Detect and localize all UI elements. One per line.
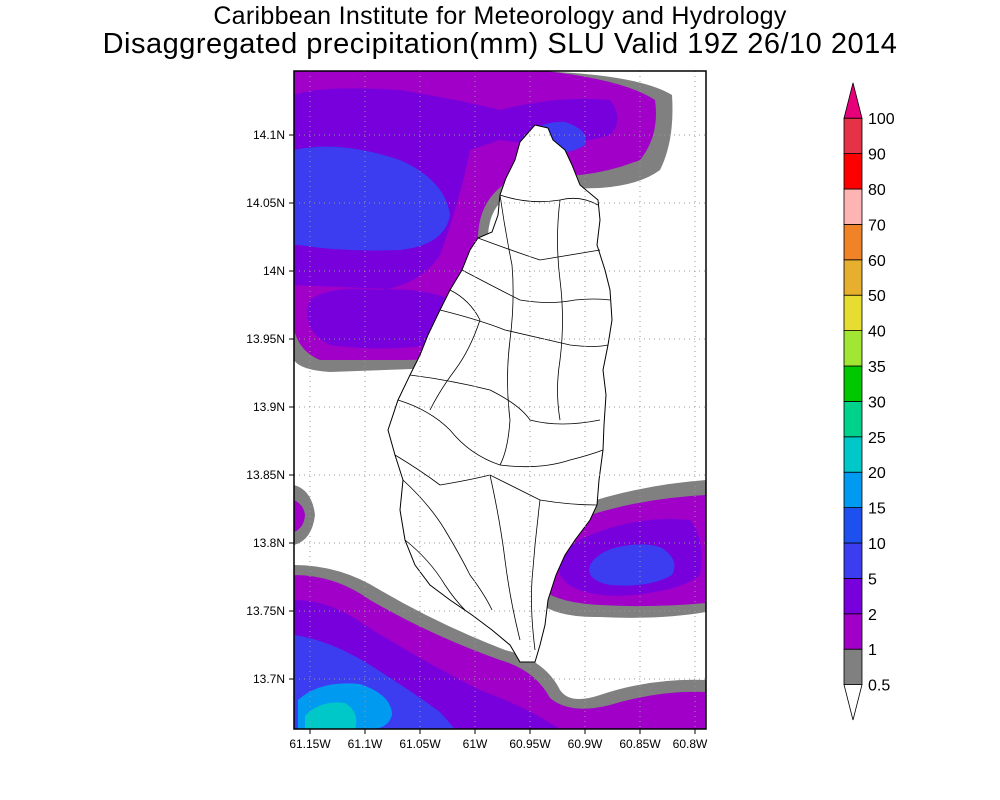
lat-tick-label: 13.85N [246, 468, 285, 482]
lon-tick-marks [309, 729, 696, 734]
lat-tick-marks [289, 134, 294, 680]
plot-frame [293, 70, 707, 730]
legend-label: 15 [868, 501, 886, 518]
legend-label: 60 [868, 253, 886, 270]
legend-label: 0.5 [868, 678, 890, 695]
lon-tick-label: 60.85W [619, 737, 661, 751]
lat-tick-label: 13.9N [253, 400, 285, 414]
legend-swatch [843, 153, 863, 190]
lon-tick-label: 60.95W [509, 737, 551, 751]
legend-swatch [843, 613, 863, 650]
legend-swatch [843, 188, 863, 225]
lat-tick-label: 13.8N [253, 536, 285, 550]
lon-tick-label: 61.1W [348, 737, 383, 751]
lat-tick-label: 13.95N [246, 332, 285, 346]
island [387, 124, 613, 663]
lat-tick-label: 14N [263, 264, 285, 278]
graticule [294, 71, 706, 729]
legend-swatch [843, 365, 863, 402]
legend-swatch [843, 684, 863, 721]
legend-swatch [843, 223, 863, 261]
district-boundaries [394, 194, 611, 651]
legend-swatch [843, 400, 863, 438]
legend-label: 20 [868, 465, 886, 482]
legend-swatch [843, 436, 863, 473]
legend-label: 1 [868, 642, 877, 659]
lon-tick-label: 61.05W [399, 737, 441, 751]
lat-tick-label: 13.75N [246, 604, 285, 618]
precip-east-10mm [589, 544, 675, 586]
legend-swatch [843, 117, 863, 154]
legend-label: 90 [868, 147, 886, 164]
lat-tick-label: 13.7N [253, 672, 285, 686]
legend-swatch [843, 330, 863, 367]
legend-label: 50 [868, 288, 886, 305]
legend-label: 80 [868, 182, 886, 199]
legend-swatch [843, 259, 863, 296]
lon-tick-label: 61.15W [289, 737, 331, 751]
legend-label: 70 [868, 217, 886, 234]
legend-swatch [843, 471, 863, 509]
legend-label: 5 [868, 571, 877, 588]
lat-tick-label: 14.1N [253, 128, 285, 142]
legend-label: 25 [868, 430, 886, 447]
legend-label: 30 [868, 394, 886, 411]
lon-tick-label: 61W [463, 737, 488, 751]
title-institute: Caribbean Institute for Meteorology and … [213, 2, 787, 30]
legend-swatch [843, 294, 863, 332]
lon-tick-label: 60.8W [673, 737, 708, 751]
precip-north-10mm [294, 146, 450, 251]
precip-fields [294, 71, 706, 729]
legend-label: 35 [868, 359, 886, 376]
legend-swatch [843, 82, 863, 119]
legend-swatch [843, 578, 863, 615]
lon-tick-label: 60.9W [568, 737, 603, 751]
legend-swatch [843, 648, 863, 686]
lat-tick-label: 14.05N [246, 196, 285, 210]
precip-south-25mm [305, 702, 357, 729]
legend-label: 10 [868, 536, 886, 553]
legend-swatch [843, 507, 863, 544]
legend-label: 40 [868, 324, 886, 341]
legend-label: 2 [868, 607, 877, 624]
precip-west-2mm [294, 500, 305, 532]
legend-label: 100 [868, 111, 895, 128]
legend-swatch [843, 542, 863, 579]
title-product: Disaggregated precipitation(mm) SLU Vali… [102, 28, 898, 60]
